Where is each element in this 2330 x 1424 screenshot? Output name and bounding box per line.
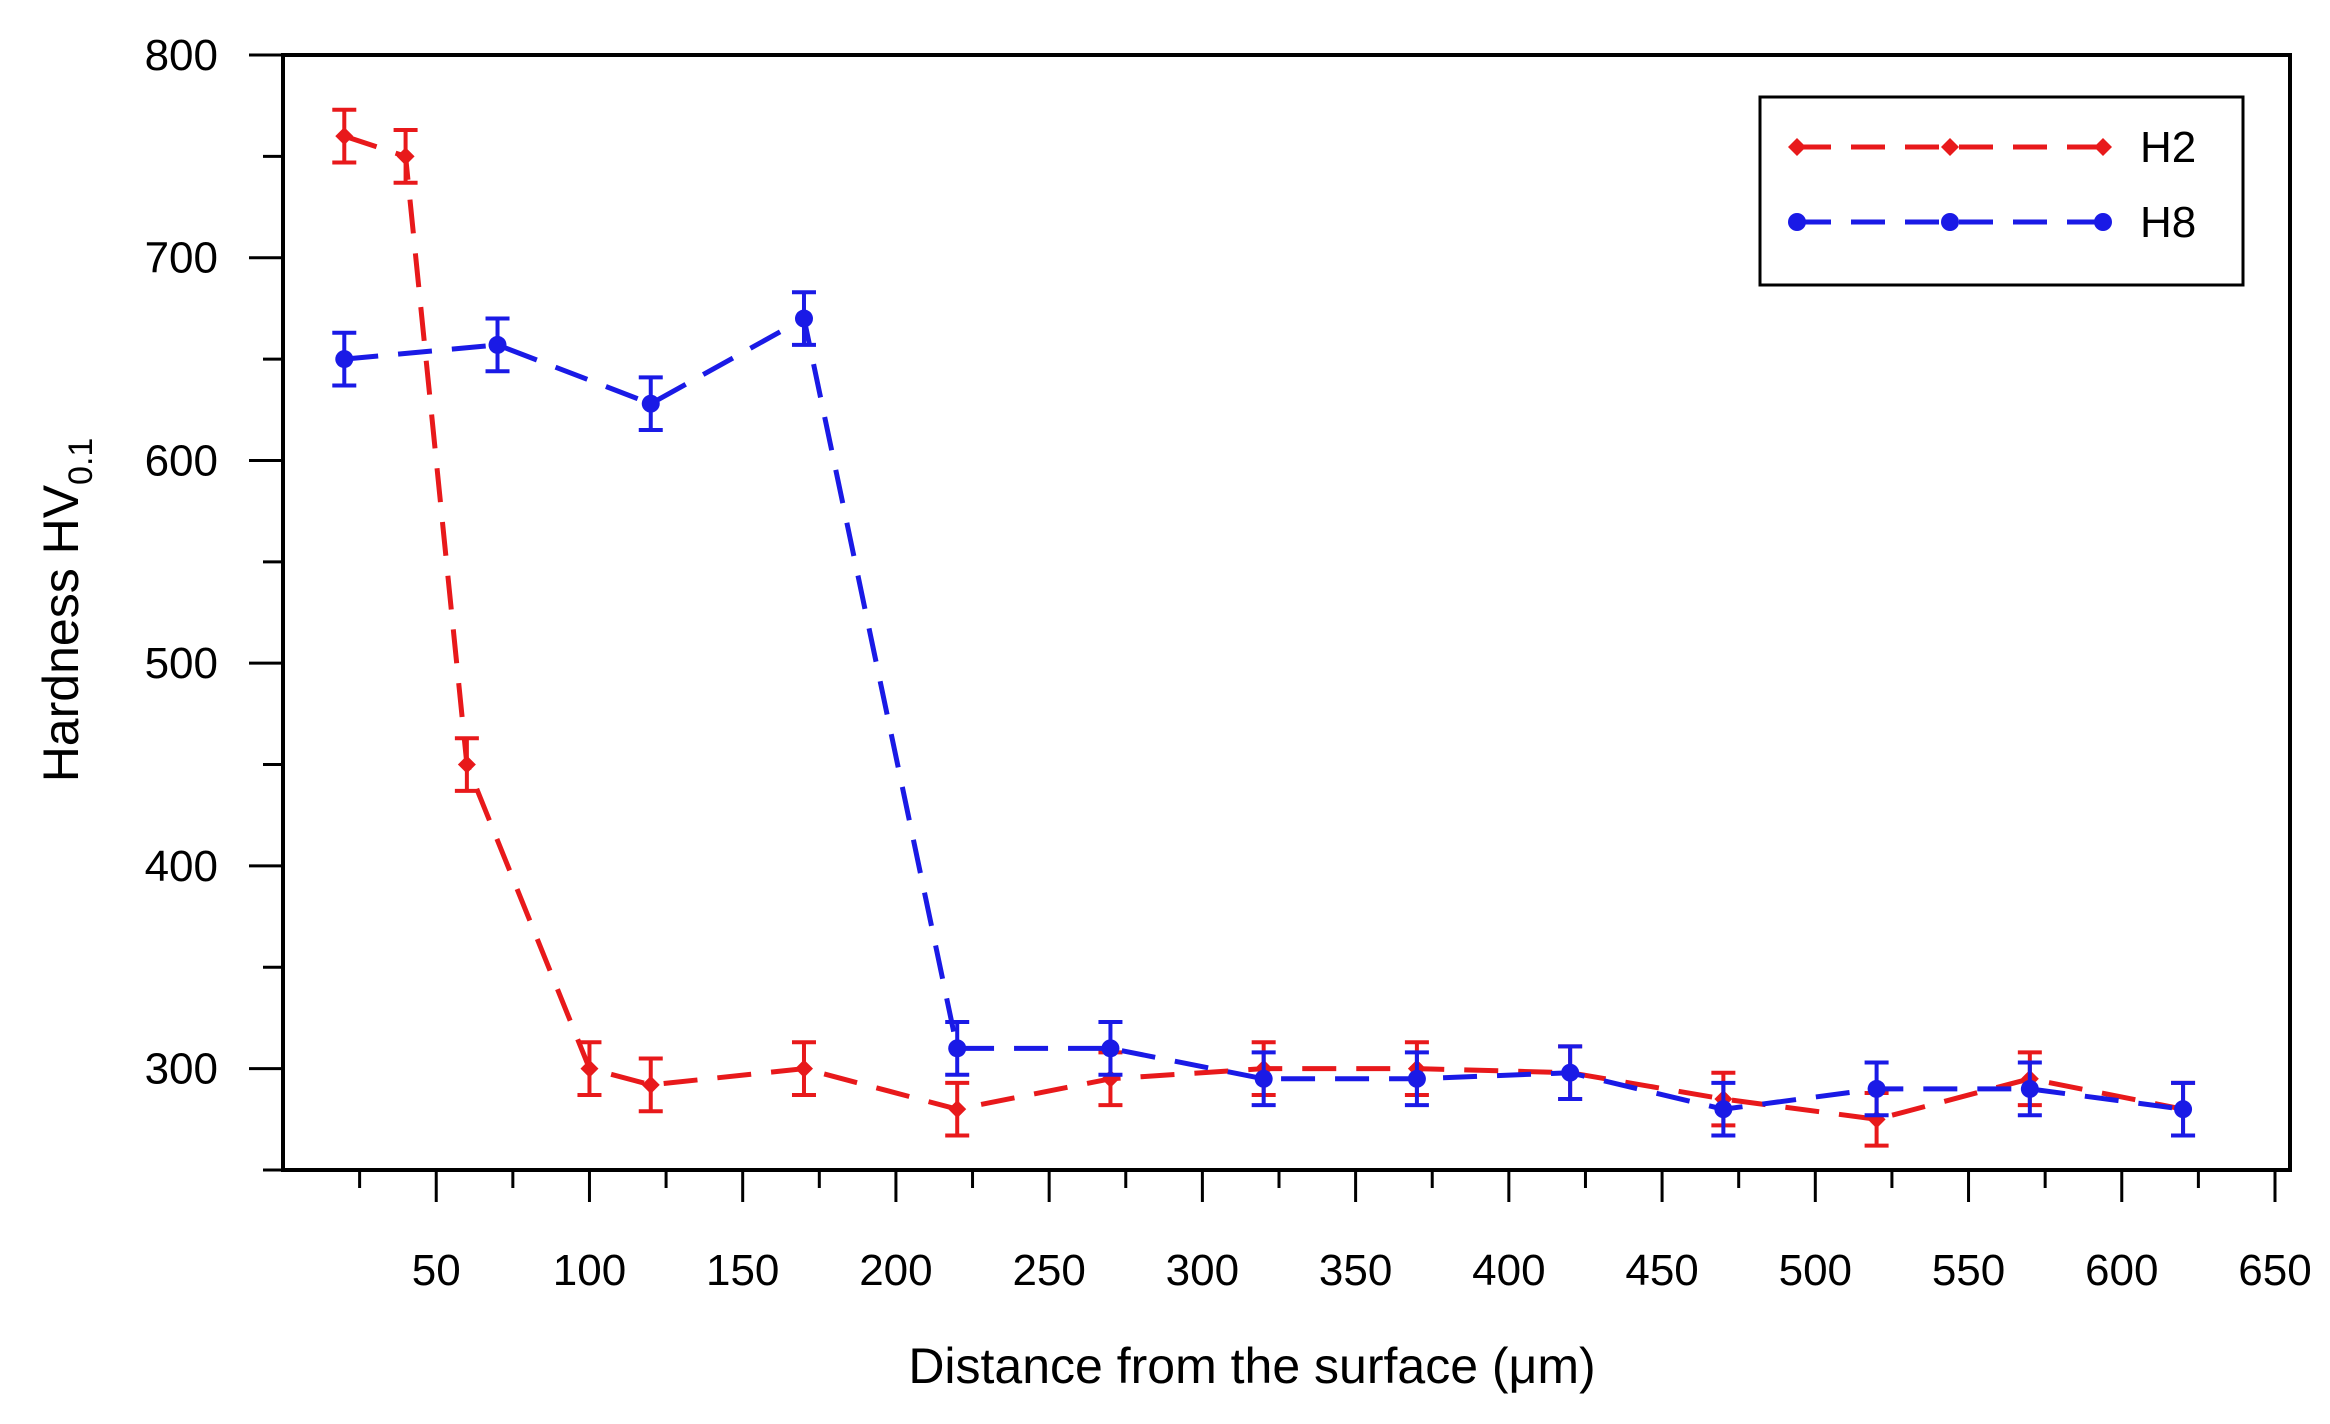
legend-marker: [2094, 213, 2112, 231]
x-tick-label: 50: [412, 1246, 461, 1295]
plot-frame: [281, 53, 2292, 1172]
legend-marker: [2094, 138, 2112, 156]
data-point: [335, 350, 354, 369]
data-point: [1254, 1069, 1273, 1088]
legend-marker: [1788, 138, 1806, 156]
legend-label: H2: [2140, 123, 2196, 172]
data-point: [2174, 1100, 2193, 1119]
legend-item-H2: H2: [1788, 123, 2196, 172]
x-tick-label: 150: [706, 1246, 779, 1295]
legend-marker: [1788, 213, 1806, 231]
legend-box: [1758, 95, 2245, 287]
series-H8: [332, 290, 2196, 1138]
x-tick-label: 300: [1166, 1246, 1239, 1295]
data-point: [794, 309, 813, 328]
legend: H2 H8: [1758, 95, 2245, 287]
x-tick-label: 600: [2085, 1246, 2158, 1295]
data-point: [1407, 1069, 1426, 1088]
x-tick-label: 100: [553, 1246, 626, 1295]
x-tick-label: 350: [1319, 1246, 1392, 1295]
data-point: [488, 335, 507, 354]
x-axis-title: Distance from the surface (μm): [908, 1338, 1595, 1394]
data-point: [1714, 1100, 1733, 1119]
data-point: [794, 1059, 813, 1078]
series-layer: [332, 107, 2196, 1148]
data-point: [948, 1039, 967, 1058]
x-tick-label: 500: [1779, 1246, 1852, 1295]
x-tick-label: 200: [859, 1246, 932, 1295]
data-point: [641, 394, 660, 413]
data-point: [641, 1075, 660, 1094]
legend-label: H8: [2140, 198, 2196, 247]
data-point: [580, 1059, 599, 1078]
data-point: [1867, 1079, 1886, 1098]
legend-marker: [1941, 213, 1959, 231]
series-line-H8: [344, 314, 2184, 1112]
x-tick-label: 650: [2238, 1246, 2311, 1295]
y-tick-label: 700: [145, 234, 218, 283]
data-point: [948, 1100, 967, 1119]
legend-item-H8: H8: [1788, 198, 2196, 247]
data-point: [457, 755, 476, 774]
data-point: [396, 147, 415, 166]
y-tick-label: 500: [145, 639, 218, 688]
data-point: [1101, 1039, 1120, 1058]
x-tick-label: 400: [1472, 1246, 1545, 1295]
x-tick-label: 550: [1932, 1246, 2005, 1295]
data-point: [1561, 1063, 1580, 1082]
data-point: [2020, 1079, 2039, 1098]
y-axis-ticks: 300 400 500 600 700 800: [145, 31, 283, 1172]
y-tick-label: 800: [145, 31, 218, 80]
data-point: [335, 127, 354, 146]
y-axis-title-subscript: 0.1: [62, 438, 100, 485]
y-axis-title: Hardness HV0.1: [33, 438, 100, 783]
x-axis-ticks: 50 100 150 200 250 300 350 400 450 500 550 600 650: [358, 1170, 2312, 1295]
y-axis-title-main: Hardness HV: [33, 484, 89, 782]
svg-text:Hardness HV0.1: Hardness HV0.1: [33, 438, 100, 783]
x-tick-label: 250: [1012, 1246, 1085, 1295]
y-tick-label: 400: [145, 842, 218, 891]
legend-marker: [1941, 138, 1959, 156]
y-tick-label: 300: [145, 1045, 218, 1094]
x-tick-label: 450: [1625, 1246, 1698, 1295]
y-tick-label: 600: [145, 436, 218, 485]
